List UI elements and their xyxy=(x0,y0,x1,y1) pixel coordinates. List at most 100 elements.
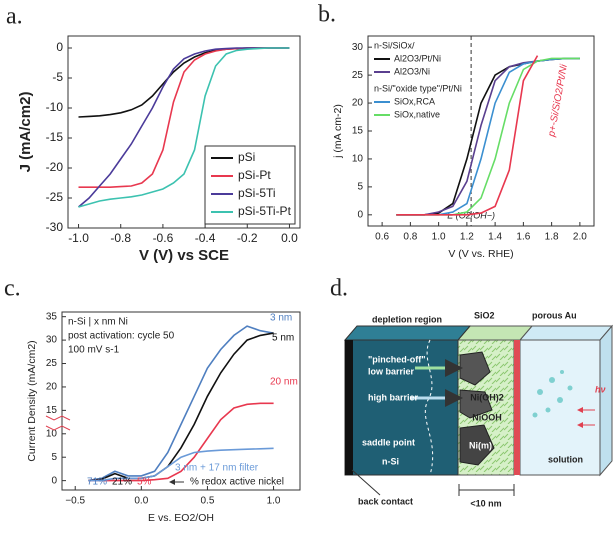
depletion-edge xyxy=(424,339,434,476)
x-tick-label: 1.0 xyxy=(432,232,446,243)
x-tick-label: 0.8 xyxy=(403,232,417,243)
y-tick-label: -30 xyxy=(46,220,64,234)
plot-frame xyxy=(67,35,301,229)
diagram-label: depletion region xyxy=(372,314,442,324)
legend-label: SiOx,native xyxy=(394,109,440,119)
light-waves xyxy=(45,415,71,431)
series-label: p+-Si/SiO2/Pt/Ni xyxy=(546,63,570,139)
x-tick-label: 1.2 xyxy=(460,232,474,243)
diagram-label: high barrier xyxy=(368,392,419,402)
diagram-label: low barrier xyxy=(368,366,415,376)
y-tick-label: 20 xyxy=(46,382,58,393)
panel-label: c. xyxy=(4,276,21,302)
y-tick-label: 25 xyxy=(46,358,58,369)
diagram: d. depletion region SiO2 porous Au "pinc… xyxy=(45,276,614,508)
redox-value: 5% xyxy=(137,477,152,488)
data-line xyxy=(88,332,274,482)
y-tick-label: 10 xyxy=(46,428,58,439)
legend-label: Al2O3/Pt/Ni xyxy=(394,53,441,63)
y-axis-label: j (mA cm-2) xyxy=(332,104,344,159)
diagram-label: Ni(m) xyxy=(469,440,492,450)
y-axis-label: Current Density (mA/cm2) xyxy=(26,340,38,461)
x-tick-label: 0.5 xyxy=(200,496,214,507)
redox-value: 21% xyxy=(112,477,132,488)
series-label: 5 nm xyxy=(272,333,294,344)
diagram-label: SiO2 xyxy=(474,310,495,320)
legend-label: pSi xyxy=(238,150,255,164)
x-axis-label: V (V vs. RHE) xyxy=(448,248,513,260)
legend-heading: n-Si/SiOx/ xyxy=(374,40,415,50)
diagram-label: Ni(OH)2 xyxy=(470,392,504,402)
x-tick-label: 2.0 xyxy=(573,232,587,243)
series-label: 3 nm + 17 nm filter xyxy=(175,463,259,474)
leader-line xyxy=(351,469,381,496)
y-axis-label: J (mA/cm2) xyxy=(17,92,34,173)
diagram-label: NiOOH xyxy=(472,412,502,422)
legend-heading: n-Si/"oxide type"/Pt/Ni xyxy=(374,83,462,93)
data-line xyxy=(88,402,274,482)
annotation: n-Si | x nm Ni xyxy=(68,317,128,328)
data-line xyxy=(88,447,274,482)
y-tick-label: 0 xyxy=(51,475,57,486)
silicon-block xyxy=(344,339,459,476)
x-tick-label: -0.8 xyxy=(110,231,131,245)
diagram-label: back contact xyxy=(358,496,413,506)
y-tick-label: -15 xyxy=(46,130,64,144)
silicon-top xyxy=(343,325,472,341)
x-tick-label: -1.0 xyxy=(68,231,89,245)
x-axis-label: E vs. EO2/OH xyxy=(148,512,214,524)
solution-side xyxy=(599,324,613,477)
bubbles xyxy=(532,370,573,418)
x-tick-label: -0.6 xyxy=(153,231,174,245)
y-tick-label: 30 xyxy=(46,335,58,346)
panel-label: a. xyxy=(6,4,23,30)
x-tick-label: 0.0 xyxy=(134,496,148,507)
y-tick-label: 20 xyxy=(352,98,364,109)
ni-island xyxy=(459,424,495,466)
y-tick-label: 0 xyxy=(357,209,363,220)
x-tick-label: 1.8 xyxy=(545,232,559,243)
panel-label: b. xyxy=(318,2,336,28)
data-line xyxy=(88,325,274,482)
annotation: post activation: cycle 50 xyxy=(68,331,175,342)
y-tick-label: 25 xyxy=(352,70,364,81)
x-axis-label: V (V) vs SCE xyxy=(139,247,229,264)
x-tick-label: 0.6 xyxy=(375,232,389,243)
y-tick-label: 15 xyxy=(46,405,58,416)
y-tick-label: -5 xyxy=(52,70,63,84)
y-tick-label: 35 xyxy=(46,311,58,322)
legend-label: Al2O3/Ni xyxy=(394,66,430,76)
redox-label: % redox active nickel xyxy=(190,477,284,488)
x-tick-label: -0.2 xyxy=(237,231,258,245)
plot-frame xyxy=(61,311,301,491)
y-tick-label: -10 xyxy=(46,100,64,114)
charts: -1.0 -0.8 -0.6 -0.4 -0.2 0.0 -30 -25 -20 -15 -10 -5… xyxy=(17,35,595,524)
diagram-label: n-Si xyxy=(382,456,399,466)
y-tick-label: 5 xyxy=(357,182,363,193)
x-tick-label: 0.0 xyxy=(281,231,298,245)
x-tick-label: −0.5 xyxy=(65,496,85,507)
y-tick-label: -20 xyxy=(46,160,64,174)
y-tick-label: 0 xyxy=(56,40,63,54)
redox-value: 71% xyxy=(87,477,107,488)
ni-island xyxy=(459,389,493,419)
solution-top xyxy=(518,325,614,341)
diagram-label: saddle point xyxy=(362,437,415,447)
y-tick-label: 5 xyxy=(51,452,57,463)
x-tick-label: 1.0 xyxy=(267,496,281,507)
diagram-label: porous Au xyxy=(532,310,577,320)
solution-box xyxy=(519,339,601,476)
x-tick-label: 1.4 xyxy=(488,232,502,243)
diagram-label: solution xyxy=(548,454,583,464)
back-contact-strip xyxy=(345,340,353,475)
diagram-label: <10 nm xyxy=(470,498,501,508)
y-tick-label: 10 xyxy=(352,154,364,165)
y-tick-label: -25 xyxy=(46,190,64,204)
data-line xyxy=(78,47,290,208)
legend-label: pSi-5Ti xyxy=(238,186,276,200)
legend-label: SiOx,RCA xyxy=(394,96,435,106)
diagram-label: "pinched-off" xyxy=(368,354,426,364)
legend-label: pSi-5Ti-Pt xyxy=(238,204,292,218)
panel-label: d. xyxy=(330,276,348,302)
